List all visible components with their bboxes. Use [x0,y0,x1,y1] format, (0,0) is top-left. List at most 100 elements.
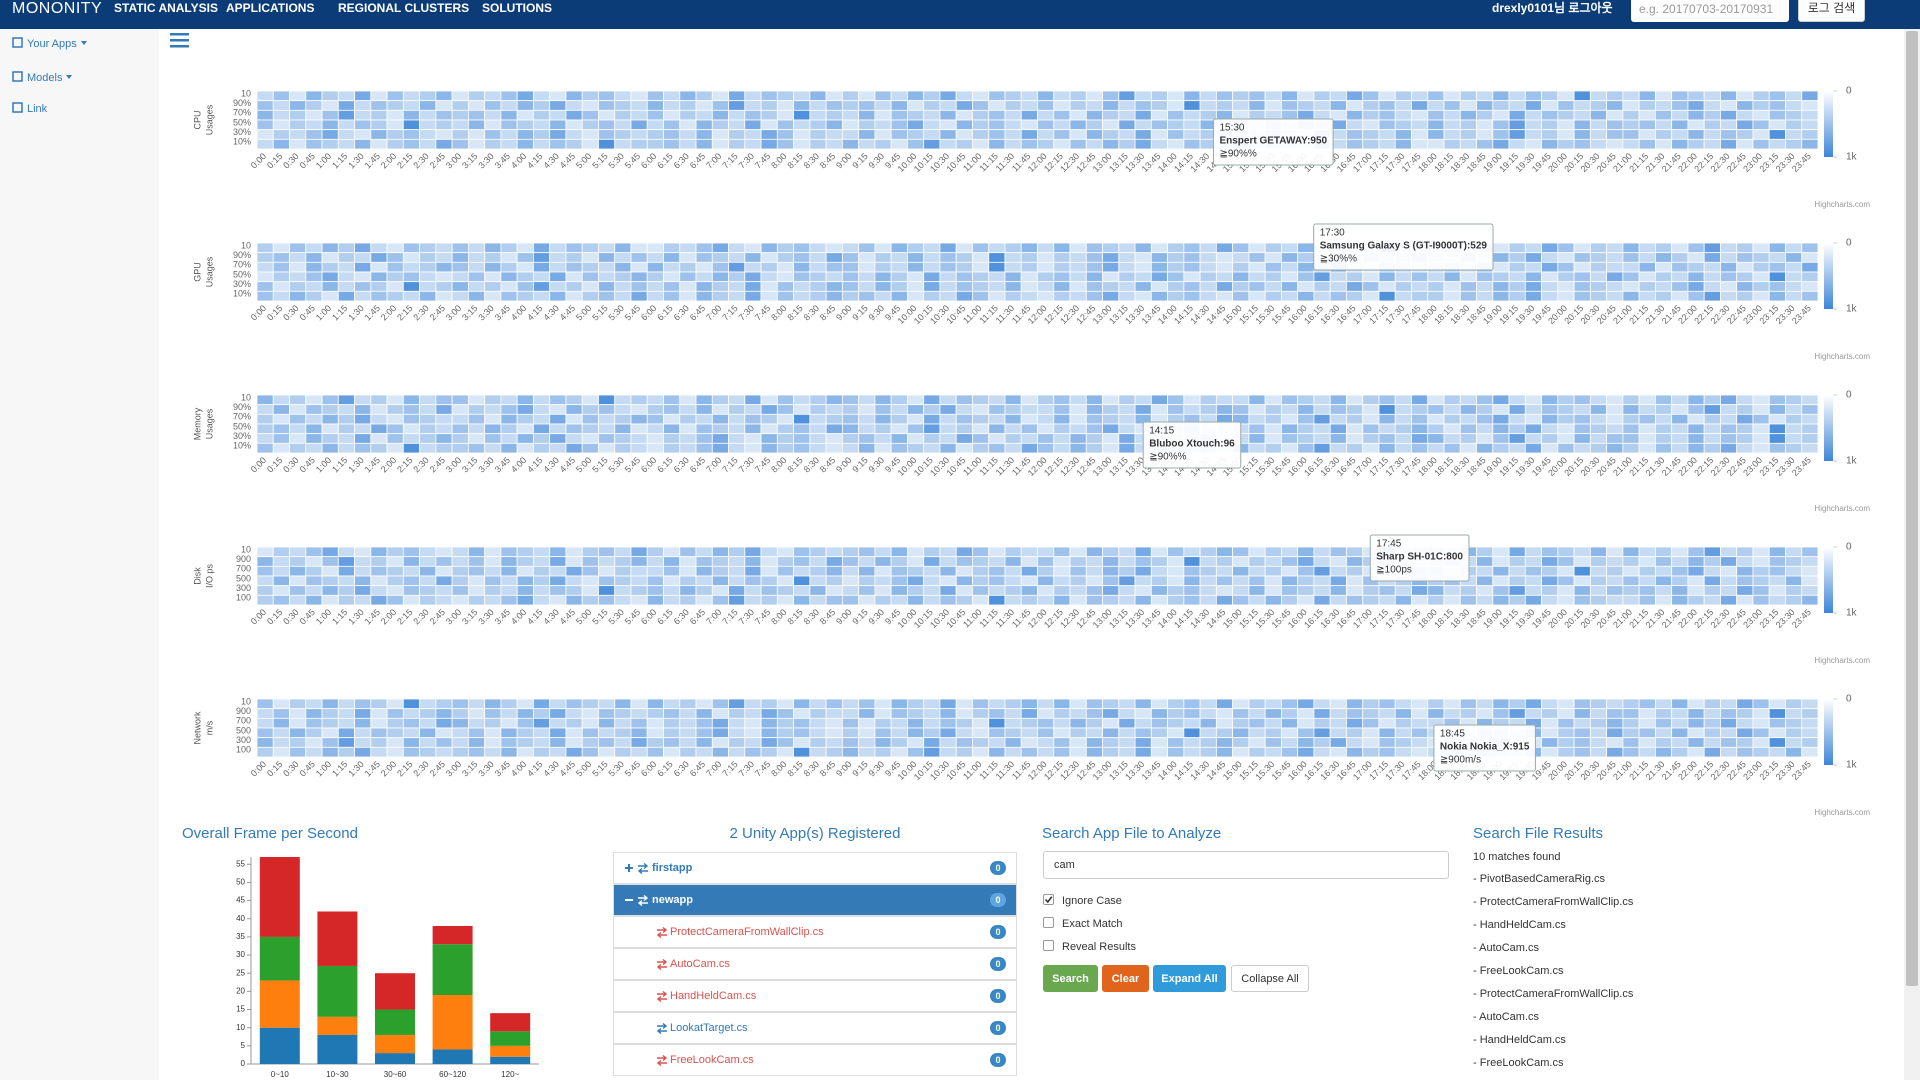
app-row[interactable]: firstapp 0 [613,852,1017,884]
result-item[interactable]: - AutoCam.cs [1473,942,1540,954]
heatmap-cell [1671,119,1689,131]
result-item[interactable]: - HandHeldCam.cs [1473,1034,1566,1046]
sidebar-item[interactable]: Your Apps [12,37,87,50]
result-item[interactable]: - FreeLookCam.cs [1473,1057,1564,1069]
heatmap-cell [695,442,713,454]
checkbox[interactable] [1043,917,1054,928]
brand[interactable]: MONONITY [12,0,103,17]
heatmap-cell [614,727,632,739]
heatmap-cell [289,119,307,131]
heatmap-cell [1785,594,1803,606]
heatmap-cell [1167,575,1185,587]
heatmap-cell [972,727,990,739]
heatmap-cell [1654,727,1673,739]
result-item[interactable]: - ProtectCameraFromWallClip.cs [1473,988,1634,1000]
heatmap-cell [1264,727,1282,739]
heatmap-cell [1638,546,1656,558]
app-row[interactable]: LookatTarget.cs 0 [613,1012,1017,1044]
x-tick-label: 2:45 [428,607,447,626]
heatmap-cell [988,556,1006,567]
heatmap-cell [646,708,664,719]
heatmap-cell [1557,394,1575,406]
nav-link[interactable]: STATIC ANALYSIS [114,1,219,15]
app-row[interactable]: ProtectCameraFromWallClip.cs 0 [613,916,1017,948]
nav-link[interactable]: SOLUTIONS [482,1,553,15]
heatmap-cell [1768,242,1786,254]
app-row[interactable]: newapp 0 [613,884,1017,916]
heatmap-cell [1622,594,1640,606]
search-button[interactable]: Expand All [1153,965,1226,992]
heatmap-cell [1541,281,1559,292]
log-search-input[interactable]: e.g. 20170703-20170931 [1631,0,1789,22]
app-row[interactable]: AutoCam.cs 0 [613,948,1017,980]
user-logout[interactable]: drexly0101님 로그아웃 [1492,1,1613,15]
heatmap-cell [663,290,681,302]
app-row[interactable]: HandHeldCam.cs 0 [613,980,1017,1012]
heatmap-cell [923,575,941,587]
sidebar-item[interactable]: Models [12,71,73,84]
heatmap-cell [272,242,290,254]
heatmap-cell [988,252,1006,263]
heatmap-cell [776,594,794,606]
heatmap-cell [581,575,599,587]
heatmap-cell [1638,271,1656,283]
heatmap-cell [630,242,648,254]
heatmap-cell [402,594,421,606]
result-item[interactable]: - ProtectCameraFromWallClip.cs [1473,896,1634,908]
heatmap-cell [337,698,355,710]
heatmap-cell [711,252,729,263]
heatmap-cell [858,404,876,415]
x-tick-label: 8:15 [785,759,804,778]
search-input[interactable]: cam [1043,851,1449,879]
heatmap-cell [1313,585,1331,596]
heatmap-cell [289,404,307,415]
nav-link[interactable]: APPLICATIONS [226,1,315,15]
search-option[interactable]: Reveal Results [1043,940,1136,953]
heatmap-cell [955,698,973,710]
x-tick-label: 7:30 [737,455,756,474]
x-tick-label: 2:00 [379,303,398,322]
heatmap-cell [841,271,860,283]
heatmap-cell [1329,271,1347,283]
y-tick-label: 30% [233,431,251,441]
scrollbar-thumb[interactable] [1906,31,1918,986]
search-option[interactable]: Ignore Case [1043,894,1122,907]
heatmap-cell [1102,100,1120,111]
heatmap-cell [1720,100,1738,111]
app-row[interactable]: FreeLookCam.cs 0 [613,1044,1017,1076]
search-button[interactable]: Collapse All [1231,965,1309,992]
heatmap-cell [533,242,551,254]
heatmap-cell [354,413,372,425]
heatmap-cell [728,433,746,444]
search-button[interactable]: Clear [1102,965,1149,992]
heatmap-cell [1004,129,1022,140]
heatmap-cell [1313,423,1331,435]
nav-link[interactable]: REGIONAL CLUSTERS [338,1,470,15]
heatmap-cell [614,413,632,425]
heatmap-cell [1459,423,1477,435]
checkbox[interactable] [1043,894,1054,905]
search-option[interactable]: Exact Match [1043,917,1123,930]
heatmap-cell [630,727,648,739]
heatmap-cell [516,271,534,283]
heatmap-cell [1492,138,1510,150]
heatmap-cell [972,708,990,719]
heatmap-cell [614,242,632,254]
heatmap-cell [1508,242,1526,254]
heatmap-cell [1297,271,1315,283]
heatmap-cell [1801,708,1819,719]
result-item[interactable]: - HandHeldCam.cs [1473,919,1566,931]
heatmap-cell [1785,242,1803,254]
result-item[interactable]: - FreeLookCam.cs [1473,965,1564,977]
heatmap-cell [923,442,941,454]
heatmap-cell [581,423,599,435]
heatmap-cell [1427,594,1445,606]
log-search-button[interactable]: 로그 검색 [1798,0,1865,22]
menu-toggle[interactable] [170,33,190,49]
result-item[interactable]: - AutoCam.cs [1473,1011,1540,1023]
search-button[interactable]: Search [1043,965,1098,992]
sidebar-item[interactable]: Link [12,102,47,115]
heatmap-cell [1346,271,1364,283]
result-item[interactable]: - PivotBasedCameraRig.cs [1473,873,1606,885]
checkbox[interactable] [1043,940,1054,951]
